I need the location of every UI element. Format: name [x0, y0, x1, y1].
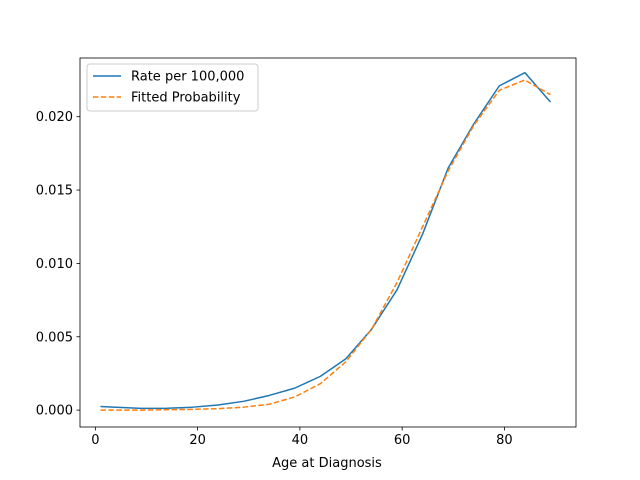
axes-frame: [79, 57, 577, 428]
y-tick-label: 0.020: [36, 110, 73, 125]
series-line-1: [100, 71, 551, 410]
x-tick-label: 60: [394, 433, 411, 448]
legend-box: [86, 63, 259, 112]
y-tick-label: 0.005: [36, 330, 73, 345]
x-tick-label: 0: [91, 433, 99, 448]
y-tick-label: 0.015: [36, 184, 73, 199]
y-tick-label: 0.000: [36, 404, 73, 419]
x-axis: 0 20 40 60 80: [91, 427, 513, 448]
y-tick-label: 0.010: [36, 257, 73, 272]
series-line-2: [100, 79, 551, 411]
legend: Rate per 100,000 Fitted Probability: [86, 63, 259, 112]
legend-label-1: Rate per 100,000: [131, 70, 244, 85]
y-axis: 0.000 0.005 0.010 0.015 0.020: [36, 110, 80, 419]
x-tick-label: 40: [292, 433, 309, 448]
x-tick-label: 80: [496, 433, 513, 448]
x-axis-label: Age at Diagnosis: [272, 456, 382, 471]
legend-label-2: Fitted Probability: [131, 91, 241, 106]
plot-area: [79, 57, 577, 428]
x-tick-label: 20: [189, 433, 206, 448]
